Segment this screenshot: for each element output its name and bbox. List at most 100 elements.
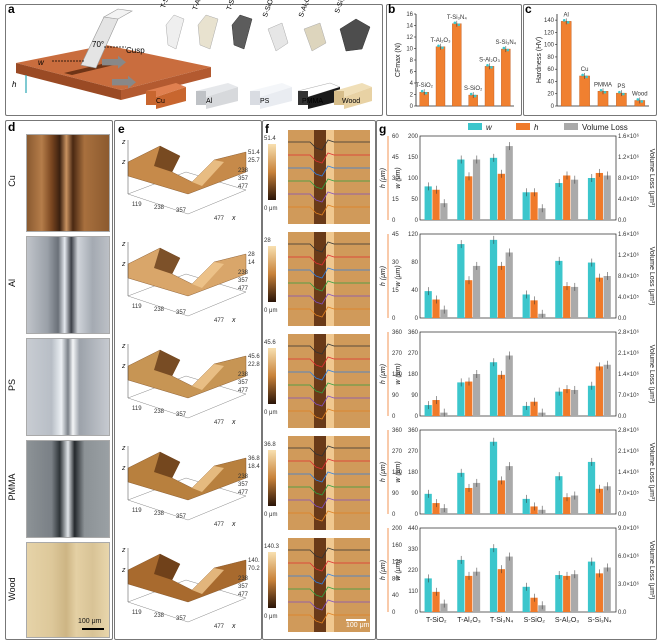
v-axis-label-3: Volume Loss (μm³) bbox=[648, 443, 655, 502]
y-tick-label-4: 8 bbox=[410, 58, 414, 64]
v-tick-2-0: 0.0 bbox=[618, 414, 627, 420]
point-a-1 bbox=[437, 44, 440, 48]
ztick-top-4: 140.3 bbox=[248, 558, 260, 564]
h-tick-0-2: 30 bbox=[392, 176, 399, 182]
h-tick-0-3: 45 bbox=[392, 155, 399, 161]
ytick-4-1: 357 bbox=[238, 584, 249, 590]
v-tick-4-0: 0.0 bbox=[618, 610, 627, 616]
bar-h-4-4 bbox=[563, 575, 571, 612]
profile-0-0 bbox=[288, 139, 370, 151]
v-tick-1-0: 0.0 bbox=[618, 316, 627, 322]
material-label-al: Al bbox=[206, 98, 213, 105]
colorbar-1 bbox=[268, 246, 276, 302]
y-tick-label-2: 40 bbox=[547, 79, 554, 85]
w-tick-1-0: 0 bbox=[415, 316, 419, 322]
h-tick-1-1: 15 bbox=[392, 288, 399, 294]
v-tick-1-2: 8.0×10⁵ bbox=[618, 273, 640, 280]
v-axis-label-4: Volume Loss (μm³) bbox=[648, 541, 655, 600]
category-label-1: T-Al₂O₃ bbox=[457, 617, 481, 624]
g-row-2: h (μm) w (μm) 0 90 180 270 360 0 90 180 270 360 0.0 7… bbox=[380, 329, 655, 420]
colorbar-4 bbox=[268, 552, 276, 608]
x-axis-name-2: x bbox=[231, 419, 236, 426]
colorbar-min-3: 0 μm bbox=[264, 512, 277, 518]
point-b-1 bbox=[585, 75, 588, 79]
bar-w-2-0 bbox=[424, 405, 432, 416]
heightmap-groove-1 bbox=[314, 232, 326, 326]
ztick-mid-0: 25.7 bbox=[248, 158, 260, 164]
g-frame-4 bbox=[419, 527, 617, 613]
bar-h-4-1 bbox=[465, 575, 473, 612]
heightmap-row-1: 28 0 μm bbox=[264, 232, 370, 326]
xtick-3-2: 357 bbox=[176, 514, 187, 520]
colorbar-min-2: 0 μm bbox=[264, 410, 277, 416]
material-label-ps: PS bbox=[260, 98, 270, 105]
bar-v-2-4 bbox=[570, 389, 579, 416]
cusp-label: Cusp bbox=[126, 46, 145, 55]
bar-v-3-1 bbox=[472, 482, 481, 514]
legend-label-2: Volume Loss bbox=[582, 123, 628, 132]
h-tick-3-1: 90 bbox=[392, 491, 399, 497]
heightmap-groove-4 bbox=[314, 538, 326, 632]
bar-h-1-4 bbox=[563, 286, 571, 318]
h-tick-3-2: 180 bbox=[392, 470, 403, 476]
heightmap-row-4: 140.3 0 μm bbox=[264, 538, 370, 632]
material-label-cu: Cu bbox=[156, 98, 165, 105]
y-tick-label-1: 20 bbox=[547, 92, 554, 98]
bar-h-0-0 bbox=[432, 189, 440, 220]
panel-f-svg: 51.4 0 μm 28 0 μm 45.6 0 μm 36.8 0 μm 140.3 0 μm bbox=[264, 130, 370, 632]
z-label-mid-2: z bbox=[121, 363, 126, 370]
ztick-top-3: 36.8 bbox=[248, 456, 260, 462]
h-tick-3-4: 360 bbox=[392, 428, 403, 434]
y-tick-label-1: 2 bbox=[410, 93, 414, 99]
x-end-tick-1: 477 bbox=[214, 318, 225, 324]
colorbar-max-1: 28 bbox=[264, 238, 271, 244]
bar-w-3-4 bbox=[555, 476, 563, 514]
w-tick-1-1: 40 bbox=[411, 288, 418, 294]
profile-1-3 bbox=[288, 280, 370, 292]
colorbar-max-4: 140.3 bbox=[264, 544, 280, 550]
bar-h-2-2 bbox=[497, 374, 505, 416]
h-tick-1-3: 45 bbox=[392, 232, 399, 238]
profile-2-4 bbox=[288, 395, 370, 407]
v-tick-1-3: 1.2×10⁶ bbox=[618, 252, 640, 259]
profile-4-2 bbox=[288, 573, 370, 585]
profile-1-0 bbox=[288, 241, 370, 253]
bar-5 bbox=[501, 48, 511, 107]
bar-w-1-0 bbox=[424, 291, 432, 318]
angle-label: 70° bbox=[92, 40, 105, 49]
heightmap-row-0: 51.4 0 μm bbox=[264, 130, 370, 224]
xtick-1-2: 357 bbox=[176, 310, 187, 316]
h-tick-2-3: 270 bbox=[392, 351, 403, 357]
y-tick-label-2: 4 bbox=[410, 81, 414, 87]
colorbar-min-1: 0 μm bbox=[264, 308, 277, 314]
surface-top-0 bbox=[127, 145, 247, 195]
w-tick-0-4: 200 bbox=[408, 134, 419, 140]
profile-4-4 bbox=[288, 599, 370, 611]
v-tick-2-1: 7.0×10⁵ bbox=[618, 392, 640, 399]
h-axis-label-3: h (μm) bbox=[380, 462, 387, 482]
bar-w-0-4 bbox=[555, 183, 563, 220]
colorbar-max-3: 36.8 bbox=[264, 442, 276, 448]
x-axis-name-1: x bbox=[231, 317, 236, 324]
surface-groove-0 bbox=[154, 146, 180, 172]
bar-v-0-3 bbox=[538, 208, 546, 220]
bar-h-0-2 bbox=[497, 173, 505, 220]
panel-e-svg: z z 51.4 25.7 119 238 357 238 357 477 477 x z z 28 14 11… bbox=[121, 139, 260, 630]
micrograph-al bbox=[26, 236, 110, 334]
heightmap-ridge-0 bbox=[326, 130, 334, 224]
bar-w-0-5 bbox=[587, 178, 596, 220]
bar-v-2-1 bbox=[472, 374, 481, 416]
bar-v-3-0 bbox=[440, 508, 448, 514]
w-tick-3-0: 0 bbox=[415, 512, 419, 518]
bar-v-0-4 bbox=[570, 179, 579, 220]
surface-top-4 bbox=[127, 553, 247, 603]
micrograph-wood bbox=[26, 542, 110, 638]
h-axis-label-2: h (μm) bbox=[380, 364, 387, 384]
bar-v-1-4 bbox=[570, 286, 579, 318]
profile-1-4 bbox=[288, 293, 370, 305]
surface-groove-3 bbox=[154, 452, 180, 478]
micrograph-cu bbox=[26, 134, 110, 232]
bar-w-4-3 bbox=[522, 586, 530, 612]
bar-h-0-5 bbox=[595, 172, 603, 220]
h-tick-4-1: 40 bbox=[392, 593, 399, 599]
